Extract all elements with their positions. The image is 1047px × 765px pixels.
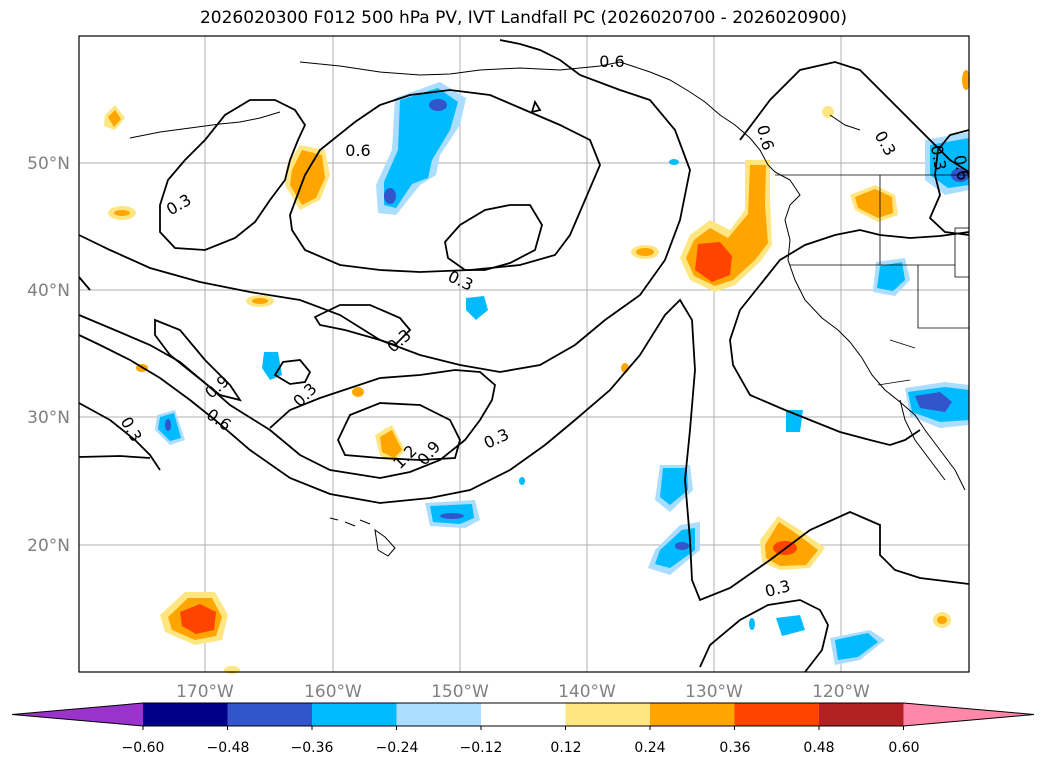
colorbar-tick-label: −0.36 [291,740,334,756]
lat-label: 30°N [27,408,70,428]
colorbar-bin [312,703,397,726]
lon-axis-labels: 170°W 160°W 150°W 140°W 130°W 120°W [176,682,870,702]
contour-label: 0.6 [950,154,973,182]
colorbar-tick-label: 0.24 [634,740,665,756]
colorbar [11,702,1035,730]
colorbar-tick-label: −0.12 [460,740,503,756]
lat-label: 50°N [27,154,70,174]
colorbar-bin [565,703,651,726]
colorbar-bin [396,703,482,726]
colorbar-tick-label: 0.60 [888,740,919,756]
lat-label: 20°N [27,536,70,556]
lat-axis-labels: 50°N 40°N 30°N 20°N [27,154,70,556]
contour-label: 0.6 [345,141,370,160]
contour-label: 0.3 [927,144,950,172]
colorbar-extend-max [903,703,1034,726]
colorbar-tick-label: 0.36 [719,740,750,756]
lon-label: 120°W [812,682,870,702]
colorbar-bin [227,703,313,726]
colorbar-bin [481,703,566,726]
lat-label: 40°N [27,281,70,301]
colorbar-tick-label: 0.48 [803,740,834,756]
contour-label: 0.6 [599,52,624,71]
colorbar-bin [143,703,228,726]
pv-contours [78,39,970,673]
colorbar-extend-min [12,703,143,726]
colorbar-bin [734,703,820,726]
colorbar-tick-label: −0.60 [122,740,165,756]
colorbar-bin [819,703,904,726]
lon-label: 170°W [176,682,234,702]
lon-label: 150°W [431,682,489,702]
colorbar-tick-labels: −0.60 −0.48 −0.36 −0.24 −0.12 0.12 0.24 … [122,740,920,756]
coastlines [129,61,966,557]
colorbar-tick-label: −0.24 [376,740,419,756]
state-borders [775,174,969,386]
map-title: 2026020300 F012 500 hPa PV, IVT Landfall… [199,8,847,28]
colorbar-tick-label: 0.12 [550,740,581,756]
lon-label: 130°W [685,682,743,702]
colorbar-tick-label: −0.48 [207,740,250,756]
colorbar-bin [650,703,735,726]
lon-label: 140°W [558,682,616,702]
lon-label: 160°W [304,682,362,702]
